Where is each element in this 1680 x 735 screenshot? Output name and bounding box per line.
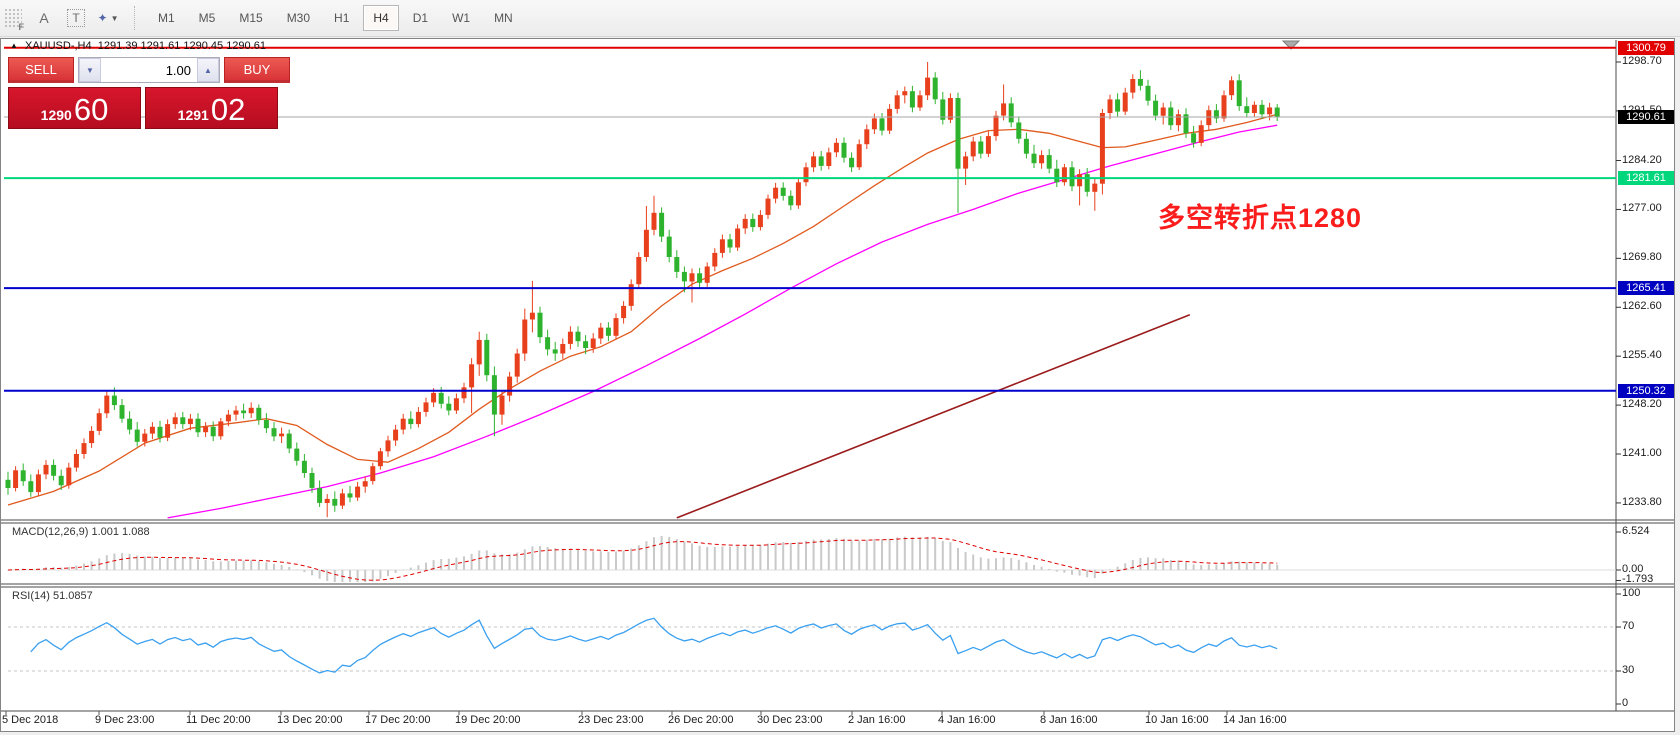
timeframe-button-h1[interactable]: H1 xyxy=(334,11,350,25)
objects-tool-icon[interactable]: ✦ ▼ xyxy=(97,11,119,25)
sell-button[interactable]: SELL xyxy=(8,57,74,83)
timeframe-button-w1[interactable]: W1 xyxy=(452,11,471,25)
bid-pips: 60 xyxy=(73,92,109,127)
timeframe-button-d1[interactable]: D1 xyxy=(412,11,429,25)
volume-increase-button[interactable]: ▲ xyxy=(197,58,219,82)
chart-window[interactable] xyxy=(0,38,1675,732)
bid-quote-tile[interactable]: 1290 60 xyxy=(8,87,141,129)
timeframe-button-m30[interactable]: M30 xyxy=(286,11,311,25)
volume-input[interactable] xyxy=(101,58,197,82)
timeframe-button-m1[interactable]: M1 xyxy=(158,11,175,25)
volume-decrease-button[interactable]: ▼ xyxy=(79,58,101,82)
ask-main: 1291 xyxy=(177,107,209,123)
timeframe-button-h4[interactable]: H4 xyxy=(363,5,399,31)
toolbar-grip-icon[interactable]: F xyxy=(4,8,24,32)
chevron-down-icon: ▼ xyxy=(110,13,119,23)
volume-stepper: ▼ ▲ xyxy=(78,57,220,83)
timeframe-button-mn[interactable]: MN xyxy=(494,11,513,25)
timeframe-group: M1 M5 M15 M30 H1 H4 D1 W1 MN xyxy=(146,5,525,31)
toolbar-separator xyxy=(134,6,136,30)
timeframe-button-m5[interactable]: M5 xyxy=(198,11,216,25)
bid-main: 1290 xyxy=(40,107,72,123)
cursor-tool-icon[interactable]: A xyxy=(39,10,49,26)
text-tool-icon[interactable]: T xyxy=(62,5,90,31)
one-click-trade-panel: SELL ▼ ▲ BUY 1290 60 1291 02 xyxy=(8,57,290,129)
buy-button[interactable]: BUY xyxy=(224,57,290,83)
ask-quote-tile[interactable]: 1291 02 xyxy=(145,87,278,129)
toolbar: F A T ✦ ▼ M1 M5 M15 M30 H1 H4 D1 W1 MN xyxy=(0,0,1680,37)
timeframe-button-m15[interactable]: M15 xyxy=(239,11,263,25)
ask-pips: 02 xyxy=(210,92,246,127)
